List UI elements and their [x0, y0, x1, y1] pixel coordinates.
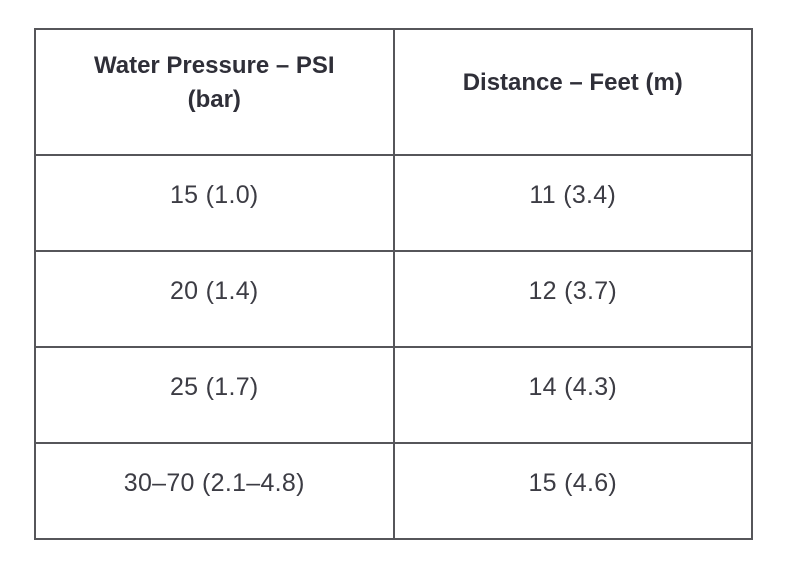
cell-distance: 11 (3.4) — [392, 154, 753, 252]
column-header-pressure: Water Pressure – PSI (bar) — [34, 28, 395, 156]
table-row: 30–70 (2.1–4.8) 15 (4.6) — [34, 442, 753, 540]
column-header-distance-line1: Distance – Feet (m) — [462, 69, 683, 97]
cell-distance: 14 (4.3) — [392, 346, 753, 444]
pressure-distance-table: Water Pressure – PSI (bar) Distance – Fe… — [34, 28, 753, 540]
cell-pressure: 25 (1.7) — [34, 346, 395, 444]
cell-distance: 15 (4.6) — [392, 442, 753, 540]
column-header-pressure-line2: (bar) — [187, 86, 241, 113]
cell-pressure: 30–70 (2.1–4.8) — [34, 442, 395, 540]
table-header: Water Pressure – PSI (bar) Distance – Fe… — [34, 28, 753, 156]
cell-pressure: 20 (1.4) — [34, 250, 395, 348]
column-header-pressure-line1: Water Pressure – PSI — [93, 52, 335, 80]
cell-distance: 12 (3.7) — [392, 250, 753, 348]
cell-pressure: 15 (1.0) — [34, 154, 395, 252]
table-row: 25 (1.7) 14 (4.3) — [34, 346, 753, 444]
header-row: Water Pressure – PSI (bar) Distance – Fe… — [34, 28, 753, 156]
table-row: 20 (1.4) 12 (3.7) — [34, 250, 753, 348]
column-header-distance: Distance – Feet (m) — [392, 28, 753, 156]
table-row: 15 (1.0) 11 (3.4) — [34, 154, 753, 252]
table-body: 15 (1.0) 11 (3.4) 20 (1.4) 12 (3.7) 25 (… — [34, 154, 753, 540]
